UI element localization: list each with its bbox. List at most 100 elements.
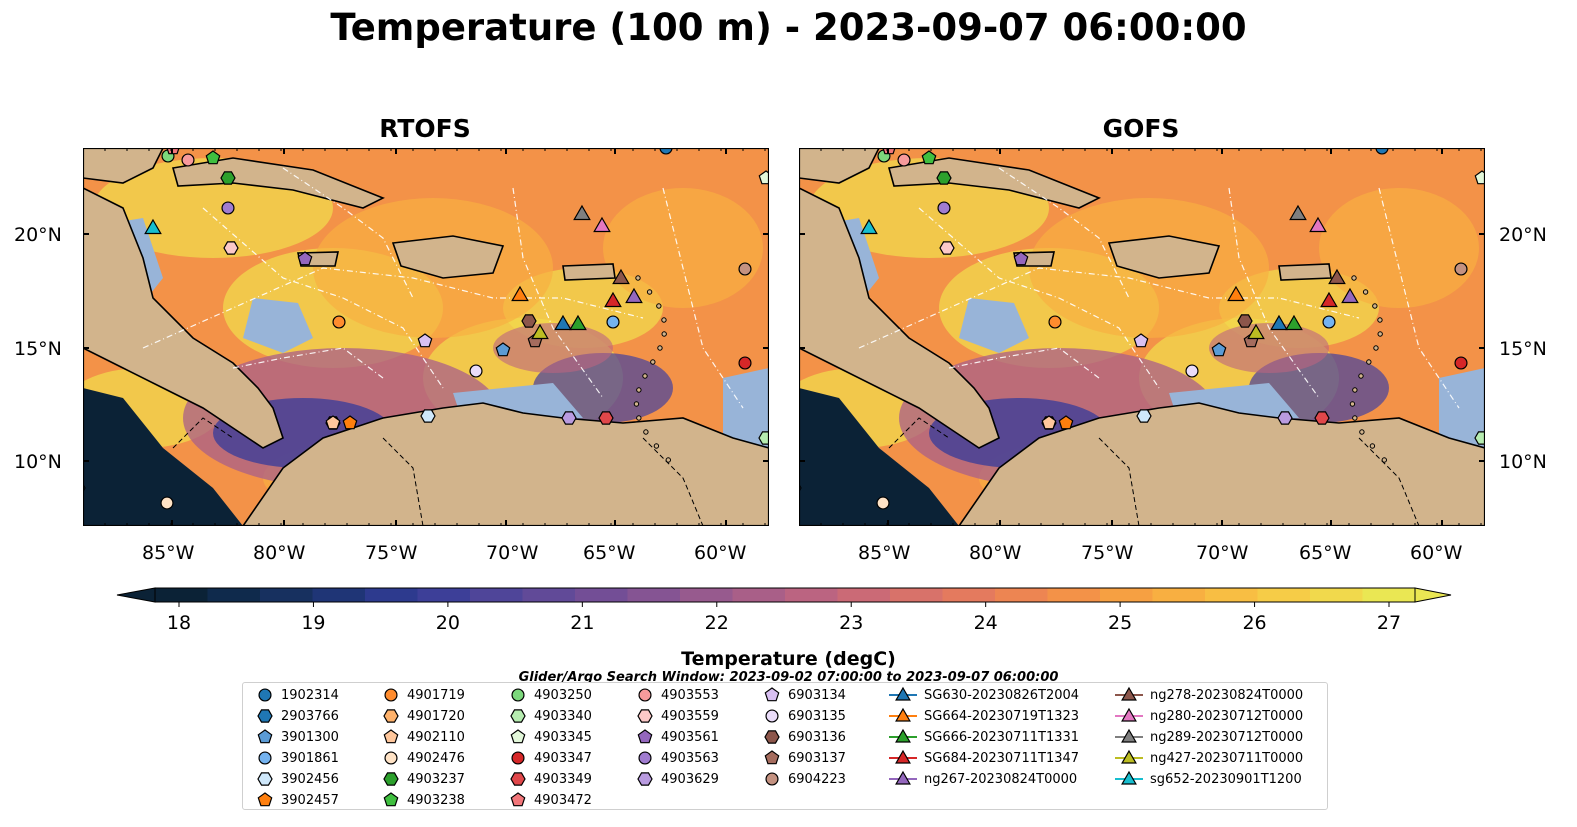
legend-item: ng289-20230712T0000 bbox=[1114, 727, 1303, 747]
map-marker bbox=[1454, 262, 1468, 276]
antilles-island bbox=[1352, 387, 1358, 393]
legend-item-label: sg652-20230901T1200 bbox=[1150, 771, 1302, 787]
antilles-island bbox=[1381, 457, 1388, 463]
legend-item: 4902110 bbox=[381, 727, 465, 747]
colorbar-segment bbox=[890, 588, 943, 602]
cool-patch bbox=[493, 323, 613, 373]
legend-item-label: 6903136 bbox=[788, 729, 846, 745]
hexagon-marker-icon bbox=[637, 772, 653, 786]
land-hispaniola bbox=[391, 235, 505, 279]
legend-item-label: 4903345 bbox=[534, 729, 592, 745]
legend-item: 4903559 bbox=[635, 706, 719, 726]
hexagon-marker-icon bbox=[510, 772, 526, 786]
colorbar-segment bbox=[207, 588, 261, 602]
legend-item: 4903238 bbox=[381, 790, 465, 810]
lon-tick-60w-gofs: 60°W bbox=[1410, 542, 1463, 564]
map-marker bbox=[921, 150, 937, 165]
legend-item: 4903250 bbox=[508, 685, 592, 705]
colorbar-tick-label: 21 bbox=[570, 612, 594, 634]
legend-item-label: 4901719 bbox=[407, 687, 465, 703]
colorbar-segment bbox=[1257, 588, 1311, 602]
eez-boundary bbox=[1378, 187, 1460, 409]
map-marker bbox=[1227, 285, 1245, 302]
legend-item-label: 3901861 bbox=[281, 750, 339, 766]
legend-item-label: ng280-20230712T0000 bbox=[1150, 708, 1304, 724]
legend-pentagon-icon bbox=[637, 729, 653, 744]
legend-item-label: 3902456 bbox=[281, 771, 339, 787]
map-marker bbox=[297, 251, 313, 266]
map-marker bbox=[1341, 287, 1359, 304]
legend-pentagon-icon bbox=[257, 792, 273, 807]
colorbar-frame bbox=[154, 587, 1416, 603]
legend-item-label: 4903250 bbox=[534, 687, 592, 703]
hexagon-marker-icon bbox=[257, 709, 273, 723]
land-puerto-rico bbox=[562, 263, 616, 281]
circle-marker-icon bbox=[638, 688, 652, 702]
map-marker bbox=[1270, 314, 1288, 331]
land-cuba bbox=[887, 157, 1101, 209]
legend-circle-icon bbox=[765, 772, 779, 786]
colorbar-tick-label: 27 bbox=[1377, 612, 1401, 634]
legend-item: 4903553 bbox=[635, 685, 719, 705]
circle-marker-icon bbox=[765, 709, 779, 723]
antilles-island bbox=[1351, 275, 1357, 281]
legend-item-label: 6904223 bbox=[788, 771, 846, 787]
map-marker bbox=[223, 241, 239, 255]
legend-circle-icon bbox=[511, 688, 525, 702]
antilles-island bbox=[650, 359, 656, 365]
legend: 1902314 2903766 3901300 3901861 3902456 39024… bbox=[242, 682, 1328, 810]
colorbar-segment bbox=[575, 588, 628, 602]
legend-item: 4903563 bbox=[635, 748, 719, 768]
map-marker bbox=[936, 171, 952, 185]
map-marker bbox=[860, 218, 878, 235]
legend-item: 6903134 bbox=[762, 685, 846, 705]
map-marker bbox=[625, 287, 643, 304]
legend-item-label: SG664-20230719T1323 bbox=[924, 708, 1080, 724]
colorbar-segment bbox=[837, 588, 891, 602]
lon-tick-65w-rtofs: 65°W bbox=[583, 542, 636, 564]
legend-item-label: 6903134 bbox=[788, 687, 846, 703]
triangle-marker-icon bbox=[1115, 749, 1143, 764]
legend-item-label: ng289-20230712T0000 bbox=[1150, 729, 1304, 745]
map-marker bbox=[593, 216, 611, 233]
cool-patch bbox=[1209, 323, 1329, 373]
legend-item-label: ng427-20230711T0000 bbox=[1150, 750, 1304, 766]
legend-item-label: 4903340 bbox=[534, 708, 592, 724]
colorbar-segment bbox=[732, 588, 786, 602]
lat-tick-10n-left: 10°N bbox=[14, 451, 62, 473]
antilles-island bbox=[1377, 331, 1383, 337]
lon-tick-75w-rtofs: 75°W bbox=[365, 542, 418, 564]
colorbar: 18 19 20 21 22 23 24 25 26 27 bbox=[116, 587, 1452, 634]
map-marker bbox=[1454, 356, 1468, 370]
legend-item: 3901300 bbox=[255, 727, 339, 747]
eez-boundary bbox=[948, 347, 1100, 379]
lon-tick-85w-rtofs: 85°W bbox=[142, 542, 195, 564]
map-marker bbox=[606, 315, 620, 329]
legend-item: 6903135 bbox=[762, 706, 846, 726]
map-marker bbox=[738, 262, 752, 276]
legend-item: SG666-20230711T1331 bbox=[888, 727, 1079, 747]
legend-item-label: SG630-20230826T2004 bbox=[924, 687, 1080, 703]
triangle-marker-icon bbox=[1115, 707, 1143, 722]
legend-triangle-icon bbox=[895, 707, 911, 722]
colorbar-extend-max bbox=[1414, 587, 1452, 603]
search-window-caption: Glider/Argo Search Window: 2023-09-02 07… bbox=[518, 670, 1059, 685]
legend-circle-icon bbox=[258, 688, 272, 702]
legend-item-label: ng278-20230824T0000 bbox=[1150, 687, 1304, 703]
map-marker bbox=[511, 285, 529, 302]
map-marker bbox=[1289, 204, 1307, 221]
antilles-island bbox=[653, 443, 660, 449]
legend-item: 4902476 bbox=[381, 748, 465, 768]
triangle-marker-icon bbox=[1115, 770, 1143, 785]
legend-item-label: 3902457 bbox=[281, 792, 339, 808]
map-marker bbox=[1375, 148, 1389, 155]
legend-hexagon-icon bbox=[257, 709, 273, 723]
antilles-island bbox=[636, 415, 642, 421]
circle-marker-icon bbox=[638, 751, 652, 765]
antilles-island bbox=[633, 401, 640, 407]
eez-boundary bbox=[142, 267, 644, 349]
legend-item-label: 4903561 bbox=[661, 729, 719, 745]
antilles-island bbox=[661, 331, 667, 337]
antilles-island bbox=[1359, 429, 1365, 435]
legend-circle-icon bbox=[511, 751, 525, 765]
